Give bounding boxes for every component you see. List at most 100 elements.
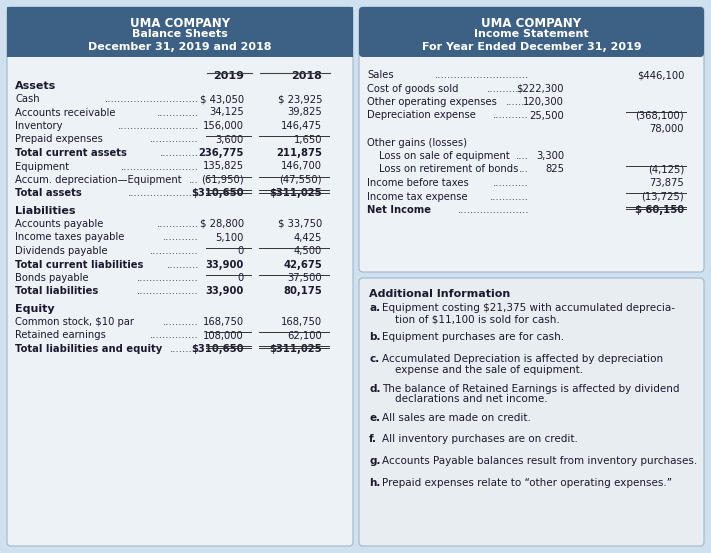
Text: Bonds payable: Bonds payable: [15, 273, 89, 283]
Text: Accum. depreciation—Equipment: Accum. depreciation—Equipment: [15, 175, 181, 185]
Text: (13,725): (13,725): [641, 191, 684, 201]
Text: December 31, 2019 and 2018: December 31, 2019 and 2018: [88, 42, 272, 52]
Text: 156,000: 156,000: [203, 121, 244, 131]
Text: 3,300: 3,300: [536, 151, 564, 161]
FancyBboxPatch shape: [359, 7, 704, 272]
Text: ........................: ........................: [121, 161, 199, 171]
Text: Depreciation expense: Depreciation expense: [367, 111, 476, 121]
Text: 37,500: 37,500: [287, 273, 322, 283]
Text: Accounts payable: Accounts payable: [15, 219, 103, 229]
Text: 33,900: 33,900: [205, 286, 244, 296]
Text: 0: 0: [237, 246, 244, 256]
Bar: [7, 7, 353, 57]
Text: 168,750: 168,750: [203, 317, 244, 327]
Text: 146,475: 146,475: [281, 121, 322, 131]
Text: g.: g.: [369, 456, 380, 466]
Text: $ 33,750: $ 33,750: [278, 219, 322, 229]
Text: Retained earnings: Retained earnings: [15, 331, 106, 341]
Text: UMA COMPANY: UMA COMPANY: [481, 17, 582, 30]
Text: c.: c.: [369, 354, 379, 364]
Text: 33,900: 33,900: [205, 259, 244, 269]
Text: Cash: Cash: [15, 94, 40, 104]
Text: $ 23,925: $ 23,925: [277, 94, 322, 104]
Text: .........................: .........................: [118, 121, 199, 131]
Text: Common stock, $10 par: Common stock, $10 par: [15, 317, 134, 327]
Text: Accounts receivable: Accounts receivable: [15, 107, 115, 117]
Text: d.: d.: [369, 383, 380, 394]
Text: 168,750: 168,750: [281, 317, 322, 327]
Text: Net Income: Net Income: [367, 205, 431, 215]
Text: Total current assets: Total current assets: [15, 148, 127, 158]
Text: (4,125): (4,125): [648, 164, 684, 175]
Text: e.: e.: [369, 413, 380, 423]
Text: a.: a.: [369, 303, 380, 313]
Text: ............: ............: [490, 191, 529, 201]
Text: $222,300: $222,300: [516, 84, 564, 93]
Text: ...: ...: [189, 175, 199, 185]
Text: ...........: ...........: [164, 232, 199, 243]
Text: 5,100: 5,100: [215, 232, 244, 243]
Text: 236,775: 236,775: [198, 148, 244, 158]
Text: .............: .............: [156, 107, 199, 117]
Text: $311,025: $311,025: [269, 344, 322, 354]
Text: ......................: ......................: [457, 205, 529, 215]
Text: Income Statement: Income Statement: [474, 29, 589, 39]
Text: 80,175: 80,175: [283, 286, 322, 296]
Text: Loss on sale of equipment: Loss on sale of equipment: [379, 151, 510, 161]
Text: ...: ...: [519, 164, 529, 175]
Text: ...............: ...............: [150, 134, 199, 144]
Text: .............: .............: [487, 84, 529, 93]
Text: Total current liabilities: Total current liabilities: [15, 259, 144, 269]
Text: 0: 0: [237, 273, 244, 283]
Text: Total liabilities: Total liabilities: [15, 286, 98, 296]
Text: Income before taxes: Income before taxes: [367, 178, 469, 188]
Text: Liabilities: Liabilities: [15, 206, 75, 216]
Text: Cost of goods sold: Cost of goods sold: [367, 84, 459, 93]
Text: .............: .............: [156, 219, 199, 229]
Text: Equipment purchases are for cash.: Equipment purchases are for cash.: [382, 332, 564, 342]
Text: expense and the sale of equipment.: expense and the sale of equipment.: [382, 365, 583, 375]
Text: 4,500: 4,500: [294, 246, 322, 256]
Text: 146,700: 146,700: [281, 161, 322, 171]
Text: Equity: Equity: [15, 304, 55, 314]
Text: declarations and net income.: declarations and net income.: [382, 394, 547, 404]
Text: (368,100): (368,100): [636, 111, 684, 121]
Text: ...........: ...........: [164, 317, 199, 327]
Text: Income tax expense: Income tax expense: [367, 191, 468, 201]
Text: $ 28,800: $ 28,800: [200, 219, 244, 229]
Text: $ 60,150: $ 60,150: [635, 205, 684, 215]
Text: Equipment: Equipment: [15, 161, 69, 171]
Text: ...............: ...............: [150, 246, 199, 256]
Text: tion of $11,100 is sold for cash.: tion of $11,100 is sold for cash.: [382, 314, 560, 324]
Text: 4,425: 4,425: [294, 232, 322, 243]
Text: For Year Ended December 31, 2019: For Year Ended December 31, 2019: [422, 42, 641, 52]
Text: .............................: .............................: [434, 70, 529, 80]
Text: 1,650: 1,650: [294, 134, 322, 144]
Text: 2019: 2019: [213, 71, 244, 81]
Text: 39,825: 39,825: [287, 107, 322, 117]
Text: All inventory purchases are on credit.: All inventory purchases are on credit.: [382, 435, 578, 445]
Text: Total assets: Total assets: [15, 189, 82, 199]
Text: 73,875: 73,875: [649, 178, 684, 188]
Text: ...........: ...........: [493, 111, 529, 121]
Text: Accounts Payable balances result from inventory purchases.: Accounts Payable balances result from in…: [382, 456, 697, 466]
Text: 25,500: 25,500: [529, 111, 564, 121]
Text: Prepaid expenses relate to “other operating expenses.”: Prepaid expenses relate to “other operat…: [382, 477, 672, 488]
Text: ...................: ...................: [137, 286, 199, 296]
Text: Additional Information: Additional Information: [369, 289, 510, 299]
Text: Inventory: Inventory: [15, 121, 63, 131]
Text: ....: ....: [516, 151, 529, 161]
Text: $446,100: $446,100: [636, 70, 684, 80]
Text: Income taxes payable: Income taxes payable: [15, 232, 124, 243]
Text: Assets: Assets: [15, 81, 56, 91]
FancyBboxPatch shape: [7, 7, 353, 57]
Text: b.: b.: [369, 332, 380, 342]
Text: ...........: ...........: [493, 178, 529, 188]
Text: 120,300: 120,300: [523, 97, 564, 107]
Text: Other gains (losses): Other gains (losses): [367, 138, 467, 148]
Text: Total liabilities and equity: Total liabilities and equity: [15, 344, 162, 354]
Text: Sales: Sales: [367, 70, 394, 80]
Text: ..........: ..........: [166, 259, 199, 269]
Text: h.: h.: [369, 477, 380, 488]
Text: Prepaid expenses: Prepaid expenses: [15, 134, 103, 144]
